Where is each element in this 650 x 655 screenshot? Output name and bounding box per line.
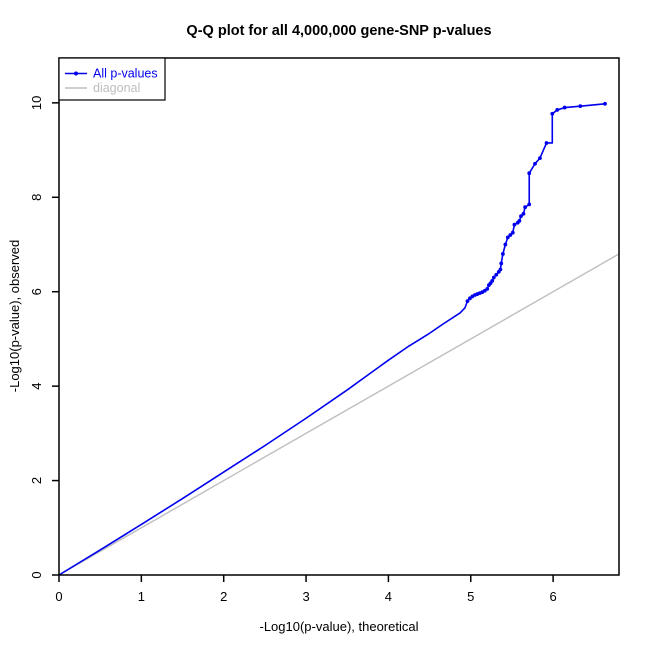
- qq-point: [578, 104, 583, 109]
- qq-point: [562, 105, 567, 110]
- qq-point: [538, 156, 542, 160]
- qq-point: [503, 242, 508, 247]
- x-tick-label: 5: [467, 589, 474, 604]
- qq-point: [485, 286, 490, 291]
- qq-point: [521, 211, 526, 216]
- qq-point: [510, 230, 515, 235]
- plot-box: [58, 57, 620, 576]
- qq-point: [498, 267, 503, 272]
- y-tick-label: 4: [29, 383, 44, 390]
- y-axis-label: -Log10(p-value), observed: [7, 240, 22, 392]
- qq-point: [517, 218, 522, 223]
- qq-point: [512, 222, 517, 227]
- qq-point: [523, 205, 528, 210]
- legend-box: [58, 57, 166, 101]
- qq-curve: [58, 102, 606, 576]
- x-tick-label: 2: [220, 589, 227, 604]
- legend-label-all-pvalues: All p-values: [93, 67, 158, 81]
- y-tick-label: 0: [29, 571, 44, 578]
- qq-point: [555, 108, 560, 112]
- axis-ticks: 0 1 2 3 4 5 6 0 2 4 6 8 10: [29, 96, 557, 604]
- qq-point: [491, 275, 496, 280]
- plot-series: [58, 101, 620, 576]
- diagonal-line: [58, 253, 620, 576]
- y-tick-label: 6: [29, 288, 44, 295]
- qq-point: [500, 252, 505, 256]
- qq-point: [519, 214, 523, 219]
- qq-point: [465, 299, 470, 304]
- x-axis-label: -Log10(p-value), theoretical: [260, 619, 419, 634]
- legend: All p-values diagonal: [58, 57, 166, 101]
- qq-point: [508, 233, 513, 237]
- x-tick-label: 1: [138, 589, 145, 604]
- qq-point: [550, 111, 555, 116]
- qq-point: [544, 141, 549, 145]
- qq-point: [603, 101, 607, 106]
- qq-point: [527, 202, 532, 207]
- x-tick-label: 3: [302, 589, 309, 604]
- qq-point: [533, 161, 537, 166]
- qq-point: [505, 235, 510, 240]
- qq-point: [494, 272, 499, 277]
- y-tick-label: 2: [29, 477, 44, 484]
- y-tick-label: 10: [29, 96, 44, 110]
- x-tick-label: 6: [550, 589, 557, 604]
- x-tick-label: 0: [55, 589, 62, 604]
- x-tick-label: 4: [385, 589, 392, 604]
- qq-point: [490, 278, 495, 283]
- chart-title: Q-Q plot for all 4,000,000 gene-SNP p-va…: [186, 23, 491, 39]
- qq-point: [527, 171, 532, 176]
- legend-point-icon: [74, 71, 78, 76]
- legend-label-diagonal: diagonal: [93, 81, 140, 95]
- qq-point: [499, 261, 504, 266]
- y-tick-label: 8: [29, 194, 44, 201]
